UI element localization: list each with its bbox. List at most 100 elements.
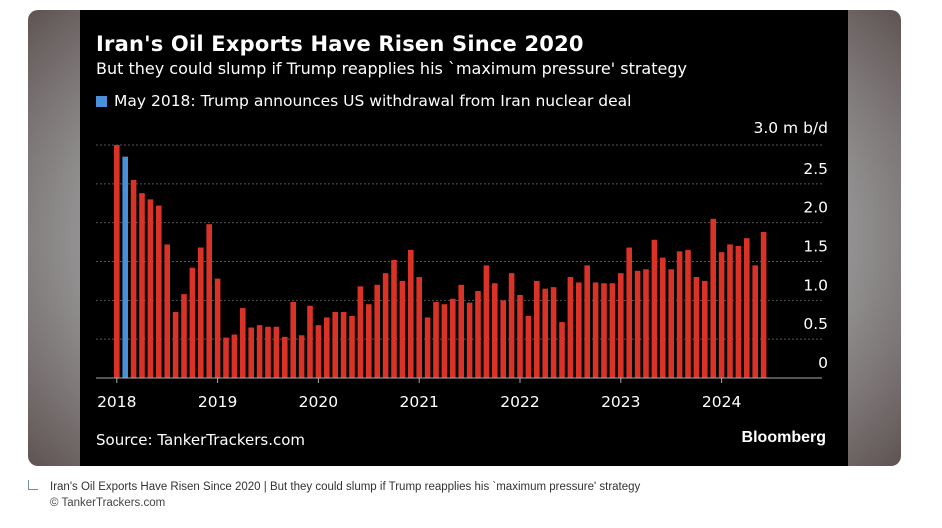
bar: [374, 284, 380, 378]
bar: [634, 270, 641, 378]
bar: [256, 325, 263, 378]
y-tick-label: 2.0: [803, 199, 828, 217]
bar: [450, 298, 456, 378]
bar: [609, 283, 616, 378]
bar: [223, 337, 229, 378]
bar: [441, 304, 448, 378]
bar: [122, 156, 128, 378]
bar: [752, 265, 758, 378]
bar: [668, 269, 674, 378]
x-tick-label: 2024: [702, 393, 741, 411]
bar: [340, 311, 347, 378]
bar: [290, 301, 296, 378]
bar: [735, 245, 742, 378]
bar: [349, 315, 355, 378]
bar: [214, 278, 221, 378]
caption-credit: © TankerTrackers.com: [50, 497, 166, 509]
x-tick-label: 2022: [500, 393, 539, 411]
x-tick-label: 2018: [97, 393, 136, 411]
bar: [727, 244, 733, 378]
bar: [206, 224, 212, 378]
bar: [559, 322, 565, 378]
bar: [366, 304, 372, 378]
bar: [382, 273, 389, 378]
y-tick-label: 0: [818, 354, 828, 372]
bar: [399, 280, 406, 378]
bar: [315, 325, 322, 378]
x-tick-label: 2020: [299, 393, 338, 411]
caption-corner-icon: [28, 480, 38, 490]
bar: [710, 218, 716, 378]
y-tick-label: 1.5: [803, 238, 828, 256]
y-tick-label: 1.0: [803, 276, 828, 294]
x-tick-label: 2021: [399, 393, 438, 411]
bar: [164, 244, 170, 378]
bar: [500, 300, 506, 378]
bar: [265, 326, 271, 378]
bar: [424, 317, 431, 378]
x-tick-label: 2019: [198, 393, 237, 411]
bar: [273, 326, 280, 378]
bar: [130, 179, 137, 378]
bar: [357, 286, 364, 378]
legend-label: May 2018: Trump announces US withdrawal …: [114, 92, 632, 110]
bar: [626, 247, 632, 378]
bar: [248, 327, 254, 378]
bar: [475, 291, 481, 378]
legend-swatch: [96, 95, 107, 107]
bar: [298, 335, 305, 378]
bar: [508, 273, 515, 378]
bar: [332, 311, 338, 378]
bar: [198, 247, 204, 378]
bloomberg-logo: Bloomberg: [741, 429, 826, 446]
source-note: Source: TankerTrackers.com: [96, 431, 305, 449]
bar: [618, 273, 624, 378]
y-tick-label: 2.5: [803, 160, 828, 178]
y-unit-label: 3.0 m b/d: [753, 119, 828, 137]
bar: [517, 294, 523, 378]
bar: [576, 282, 582, 378]
bar: [114, 145, 120, 378]
y-tick-label: 0.5: [803, 315, 828, 333]
bar: [147, 199, 154, 378]
bar: [550, 287, 557, 378]
bar: [592, 282, 599, 378]
bar: [760, 231, 767, 378]
bar: [693, 277, 700, 378]
bar: [466, 302, 473, 378]
bar: [307, 305, 313, 378]
bar-chart: 0 0.5 1.0 1.5 2.0 2.5 2018 2019 2020 2021 2022 2023…: [96, 144, 828, 411]
bar: [324, 317, 330, 378]
bar: [139, 193, 145, 378]
chart-card: Iran's Oil Exports Have Risen Since 2020…: [80, 10, 848, 466]
caption-text: Iran's Oil Exports Have Risen Since 2020…: [50, 481, 641, 493]
bar: [458, 284, 464, 378]
chart-subtitle: But they could slump if Trump reapplies …: [96, 59, 687, 78]
bar: [172, 311, 179, 378]
bar: [282, 336, 288, 378]
bar: [643, 269, 649, 378]
bar: [433, 301, 439, 378]
bar: [483, 265, 490, 378]
bar: [492, 283, 498, 378]
legend: May 2018: Trump announces US withdrawal …: [96, 92, 631, 110]
bar: [181, 294, 187, 378]
bar: [702, 280, 708, 378]
bar: [189, 267, 196, 378]
bar: [718, 252, 725, 378]
bar: [676, 251, 683, 378]
x-tick-label: 2023: [601, 393, 640, 411]
bar: [601, 283, 607, 378]
bar: [744, 238, 750, 378]
bar: [651, 239, 658, 378]
bar: [408, 249, 414, 378]
bar: [525, 315, 532, 378]
bar: [534, 280, 540, 378]
bar: [685, 249, 691, 378]
bar: [416, 277, 422, 378]
bar: [231, 334, 238, 378]
bar: [240, 308, 246, 378]
bar: [156, 205, 162, 378]
bar: [567, 277, 574, 378]
chart-title: Iran's Oil Exports Have Risen Since 2020: [96, 32, 584, 56]
